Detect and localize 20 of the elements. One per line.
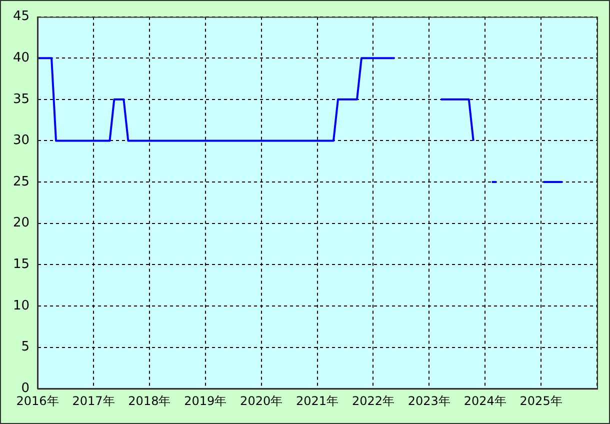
y-tick-label: 15 <box>12 257 30 272</box>
x-tick-label: 2016年 <box>16 394 59 408</box>
y-tick-label: 25 <box>12 174 30 190</box>
x-tick-label: 2025年 <box>520 394 562 408</box>
y-tick-label: 40 <box>12 50 30 66</box>
x-tick-label: 2023年 <box>408 394 450 408</box>
y-tick-label: 45 <box>12 9 30 24</box>
y-tick-label: 0 <box>21 380 30 396</box>
y-tick-label: 35 <box>12 92 30 107</box>
x-tick-label: 2022年 <box>352 394 394 408</box>
y-tick-label: 20 <box>12 216 30 231</box>
x-tick-label: 2021年 <box>296 394 339 408</box>
x-tick-label: 2019年 <box>184 394 227 408</box>
x-tick-label: 2017年 <box>72 394 115 408</box>
y-tick-label: 10 <box>12 298 30 314</box>
y-tick-label: 30 <box>12 133 30 148</box>
x-tick-label: 2024年 <box>464 394 506 408</box>
y-tick-label: 5 <box>21 340 30 355</box>
x-tick-label: 2020年 <box>240 394 283 408</box>
x-tick-label: 2018年 <box>128 394 171 408</box>
